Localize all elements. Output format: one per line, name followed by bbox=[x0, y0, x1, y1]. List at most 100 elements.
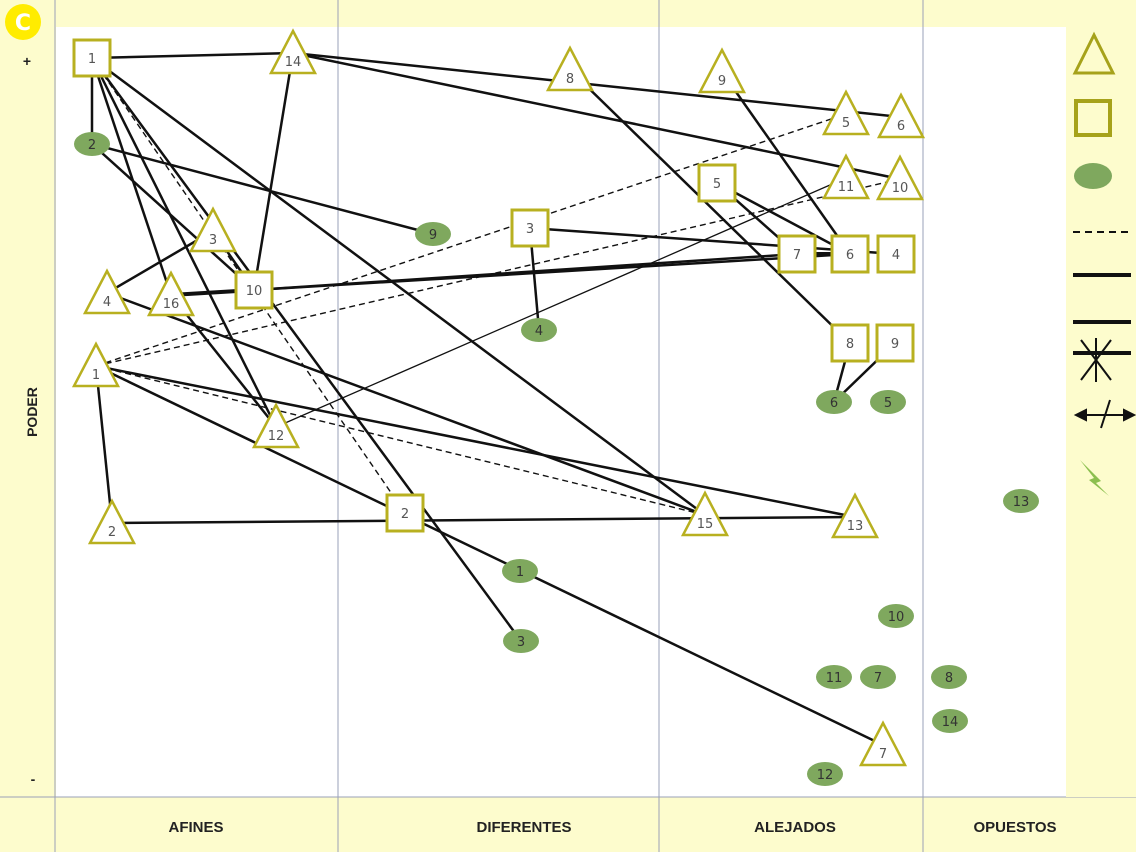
actor-ellipse-1[interactable]: 1 bbox=[502, 559, 538, 583]
actor-label: 9 bbox=[429, 228, 437, 243]
actor-label: 2 bbox=[88, 138, 96, 153]
actor-triangle-10[interactable]: 10 bbox=[875, 154, 925, 201]
actor-label: 12 bbox=[817, 768, 834, 783]
actor-triangle-7[interactable]: 7 bbox=[858, 720, 908, 767]
actor-square-7[interactable]: 7 bbox=[777, 234, 817, 274]
actor-ellipse-12[interactable]: 12 bbox=[807, 762, 843, 786]
actor-triangle-11[interactable]: 11 bbox=[821, 153, 871, 200]
triangle-icon bbox=[545, 45, 595, 92]
relation-s10-s6 bbox=[253, 252, 851, 292]
relation-t1-t2 bbox=[94, 365, 114, 524]
relation-e2-e9 bbox=[91, 142, 434, 236]
actor-triangle-12[interactable]: 12 bbox=[251, 402, 301, 449]
actor-label: 1 bbox=[92, 368, 100, 383]
actor-triangle-6[interactable]: 6 bbox=[876, 92, 926, 139]
actor-ellipse-3[interactable]: 3 bbox=[503, 629, 539, 653]
actor-triangle-14[interactable]: 14 bbox=[268, 28, 318, 75]
legend-square-icon bbox=[1074, 99, 1112, 137]
ellipse-icon bbox=[932, 709, 968, 733]
actor-ellipse-6[interactable]: 6 bbox=[816, 390, 852, 414]
relation-t1-t15 bbox=[95, 365, 706, 516]
relation-s1-e3 bbox=[90, 57, 523, 642]
actor-label: 10 bbox=[246, 284, 263, 299]
actor-triangle-1[interactable]: 1 bbox=[71, 341, 121, 388]
actor-ellipse-10[interactable]: 10 bbox=[878, 604, 914, 628]
actor-triangle-16[interactable]: 16 bbox=[146, 270, 196, 317]
triangle-icon bbox=[821, 153, 871, 200]
actor-label: 1 bbox=[88, 52, 96, 67]
square-icon bbox=[830, 323, 870, 363]
actor-ellipse-7[interactable]: 7 bbox=[860, 665, 896, 689]
actor-label: 1 bbox=[516, 565, 524, 580]
ellipse-icon bbox=[521, 318, 557, 342]
ellipse-icon bbox=[931, 665, 967, 689]
actor-ellipse-5[interactable]: 5 bbox=[870, 390, 906, 414]
actor-square-8[interactable]: 8 bbox=[830, 323, 870, 363]
actor-triangle-8[interactable]: 8 bbox=[545, 45, 595, 92]
actor-triangle-2[interactable]: 2 bbox=[87, 498, 137, 545]
ellipse-icon bbox=[1003, 489, 1039, 513]
legend-lightning-icon bbox=[1080, 460, 1109, 496]
legend-ellipse-icon bbox=[1074, 163, 1112, 189]
actor-triangle-13[interactable]: 13 bbox=[830, 492, 880, 539]
actor-label: 13 bbox=[847, 519, 864, 534]
actor-square-5[interactable]: 5 bbox=[697, 163, 737, 203]
actor-triangle-3[interactable]: 3 bbox=[188, 206, 238, 253]
relation-s5-s6 bbox=[716, 181, 851, 256]
actor-label: 9 bbox=[891, 337, 899, 352]
actor-label: 7 bbox=[793, 248, 801, 263]
actor-triangle-15[interactable]: 15 bbox=[680, 490, 730, 537]
relation-s1-t16 bbox=[90, 57, 173, 296]
actor-label: 8 bbox=[945, 671, 953, 686]
actor-triangle-4[interactable]: 4 bbox=[82, 268, 132, 315]
actor-label: 6 bbox=[897, 119, 905, 134]
actor-label: 15 bbox=[697, 517, 714, 532]
actor-label: 5 bbox=[842, 116, 850, 131]
triangle-icon bbox=[830, 492, 880, 539]
legend-arrow-icon bbox=[1073, 399, 1136, 429]
column-label-alejados: ALEJADOS bbox=[754, 819, 836, 836]
relation-t16-t12 bbox=[170, 294, 277, 428]
triangle-icon bbox=[188, 206, 238, 253]
actor-label: 11 bbox=[826, 671, 843, 686]
ellipse-icon bbox=[816, 390, 852, 414]
actor-label: 11 bbox=[838, 180, 855, 195]
actor-ellipse-13[interactable]: 13 bbox=[1003, 489, 1039, 513]
ellipse-icon bbox=[816, 665, 852, 689]
actor-square-4[interactable]: 4 bbox=[876, 234, 916, 274]
column-label-opuestos: OPUESTOS bbox=[973, 819, 1056, 836]
actor-square-9[interactable]: 9 bbox=[875, 323, 915, 363]
relation-t12-t11 bbox=[275, 177, 847, 428]
actor-ellipse-2[interactable]: 2 bbox=[74, 132, 110, 156]
actor-label: 8 bbox=[566, 72, 574, 87]
triangle-icon bbox=[251, 402, 301, 449]
actor-square-2[interactable]: 2 bbox=[385, 493, 425, 533]
actor-square-1[interactable]: 1 bbox=[72, 38, 112, 78]
actor-label: 2 bbox=[108, 525, 116, 540]
actor-ellipse-4[interactable]: 4 bbox=[521, 318, 557, 342]
ellipse-icon bbox=[807, 762, 843, 786]
actor-ellipse-8[interactable]: 8 bbox=[931, 665, 967, 689]
square-icon bbox=[830, 234, 870, 274]
triangle-icon bbox=[82, 268, 132, 315]
actor-ellipse-14[interactable]: 14 bbox=[932, 709, 968, 733]
actor-square-10[interactable]: 10 bbox=[234, 270, 274, 310]
actor-label: 16 bbox=[163, 297, 180, 312]
relation-t14-s10 bbox=[252, 52, 295, 291]
relation-t14-t10 bbox=[292, 51, 901, 181]
actor-ellipse-11[interactable]: 11 bbox=[816, 665, 852, 689]
actor-triangle-5[interactable]: 5 bbox=[821, 89, 871, 136]
actor-triangle-9[interactable]: 9 bbox=[697, 47, 747, 94]
actor-square-3[interactable]: 3 bbox=[510, 208, 550, 248]
actor-square-6[interactable]: 6 bbox=[830, 234, 870, 274]
relation-t1-t13 bbox=[95, 364, 856, 519]
actor-label: 14 bbox=[942, 715, 959, 730]
ellipse-icon bbox=[502, 559, 538, 583]
relation-t1-t7 bbox=[95, 364, 884, 747]
top-band bbox=[56, 0, 1066, 27]
column-label-afines: AFINES bbox=[168, 819, 223, 836]
triangle-icon bbox=[71, 341, 121, 388]
triangle-icon bbox=[875, 154, 925, 201]
actor-ellipse-9[interactable]: 9 bbox=[415, 222, 451, 246]
